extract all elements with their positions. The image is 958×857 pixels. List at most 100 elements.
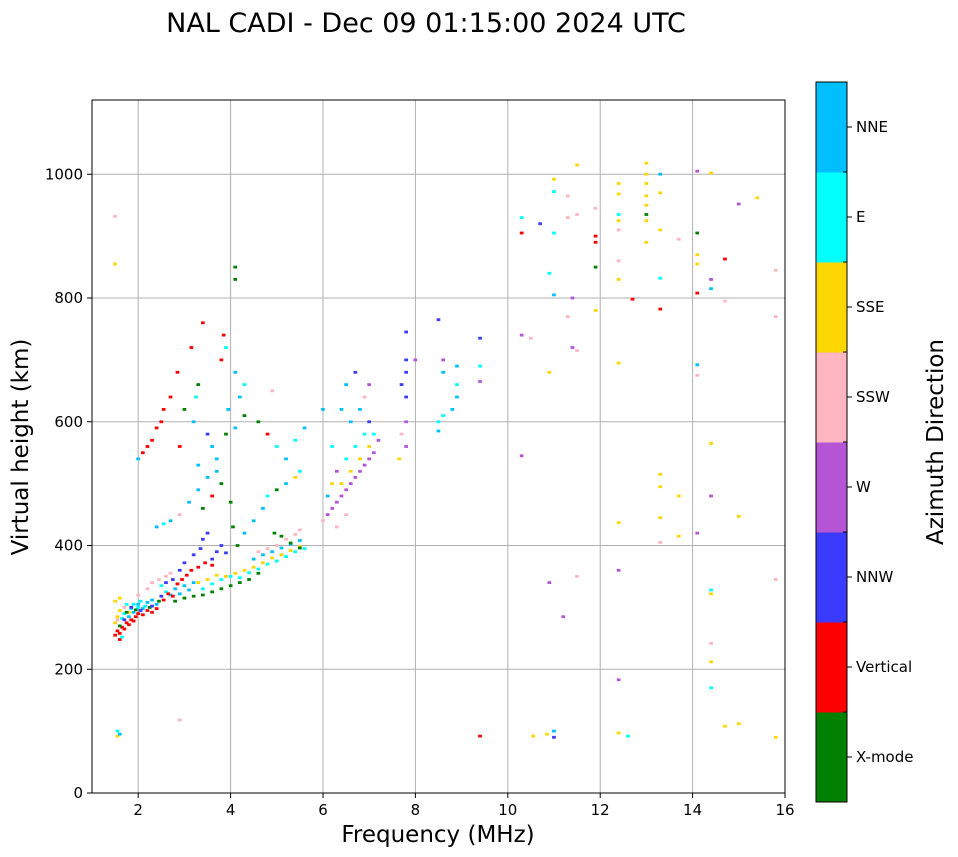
data-point-e <box>441 414 445 417</box>
data-point-sse <box>644 172 649 176</box>
colorbar-swatch-nne <box>816 82 847 173</box>
data-point-nne <box>251 519 256 523</box>
data-point-sse <box>113 262 117 266</box>
data-point-e <box>293 550 298 554</box>
colorbar-tick-label: NNW <box>856 568 893 586</box>
data-point-nne <box>261 507 265 510</box>
data-point-sse <box>676 534 681 538</box>
y-tick-label: 200 <box>54 660 83 678</box>
data-point-vertical <box>141 451 145 455</box>
x-tick-label: 16 <box>775 801 794 819</box>
y-tick-label: 0 <box>73 784 83 802</box>
data-point-vertical <box>196 565 201 569</box>
data-point-vertical <box>113 633 117 637</box>
data-point-vertical <box>265 432 270 436</box>
data-point-x-mode <box>182 596 187 600</box>
data-point-sse <box>348 469 353 473</box>
data-point-nne <box>168 519 173 523</box>
data-point-w <box>330 507 335 510</box>
data-point-w <box>695 169 700 173</box>
data-point-vertical <box>184 573 189 577</box>
data-point-e <box>164 590 168 594</box>
data-point-x-mode <box>182 408 187 411</box>
data-point-nne <box>191 420 196 424</box>
data-point-x-mode <box>173 599 177 603</box>
data-point-e <box>330 445 335 448</box>
colorbar-swatch-x-mode <box>816 712 847 803</box>
data-point-w <box>339 494 344 498</box>
data-point-ssw <box>274 544 279 547</box>
colorbar-swatch-e <box>816 172 847 263</box>
data-point-vertical <box>145 445 150 448</box>
data-point-ssw <box>616 259 621 263</box>
data-point-x-mode <box>233 265 238 269</box>
data-point-nnw <box>205 432 210 436</box>
data-point-w <box>547 581 552 584</box>
data-point-nne <box>695 363 700 367</box>
x-tick-label: 10 <box>498 801 517 819</box>
data-point-w <box>561 615 566 619</box>
data-point-nne <box>136 457 140 461</box>
data-point-nnw <box>182 561 187 565</box>
data-point-e <box>552 231 556 235</box>
data-point-ssw <box>136 593 140 597</box>
data-point-vertical <box>478 734 482 738</box>
data-point-sse <box>127 610 131 614</box>
data-point-nne <box>168 593 173 597</box>
colorbar-tick-label: X-mode <box>856 748 913 766</box>
data-point-x-mode <box>231 525 235 529</box>
data-point-sse <box>695 253 700 257</box>
data-point-nnw <box>367 420 371 424</box>
data-point-sse <box>270 556 274 560</box>
data-point-ssw <box>168 571 173 575</box>
data-point-nnw <box>191 553 196 557</box>
data-point-nne <box>177 592 182 596</box>
data-point-sse <box>117 609 122 612</box>
data-point-nnw <box>552 735 556 739</box>
data-point-sse <box>115 734 120 738</box>
data-point-x-mode <box>228 500 233 504</box>
data-point-sse <box>709 592 713 596</box>
data-point-nne <box>196 463 201 467</box>
data-point-sse <box>616 731 621 735</box>
data-point-e <box>478 364 482 368</box>
data-point-ssw <box>265 547 270 550</box>
data-point-w <box>348 482 353 485</box>
data-point-w <box>404 445 408 448</box>
data-point-e <box>302 547 307 550</box>
data-point-e <box>616 213 621 216</box>
data-point-w <box>413 358 418 362</box>
colorbar-tick-label: NNE <box>856 118 888 136</box>
data-point-x-mode <box>242 414 247 417</box>
data-point-e <box>201 587 205 591</box>
data-point-ssw <box>145 587 150 591</box>
data-points <box>113 161 778 739</box>
data-point-vertical <box>171 594 175 598</box>
data-point-ssw <box>362 395 367 399</box>
data-point-vertical <box>630 297 635 301</box>
data-point-ssw <box>575 213 579 216</box>
data-point-vertical <box>593 234 598 238</box>
data-point-ssw <box>122 606 127 609</box>
x-tick-label: 8 <box>411 801 421 819</box>
data-point-vertical <box>117 638 122 641</box>
data-point-e <box>709 588 713 592</box>
data-point-sse <box>709 442 713 445</box>
data-point-ssw <box>399 432 404 436</box>
data-point-e <box>120 617 124 620</box>
data-point-e <box>131 602 136 606</box>
data-point-sse <box>288 549 293 552</box>
data-point-nnw <box>404 370 408 374</box>
data-point-ssw <box>593 206 598 210</box>
data-point-x-mode <box>288 541 293 545</box>
data-point-ssw <box>298 528 302 532</box>
data-point-nne <box>214 457 219 461</box>
data-point-x-mode <box>124 610 129 614</box>
data-point-nne <box>251 557 256 561</box>
data-point-w <box>478 380 482 383</box>
data-point-sse <box>261 561 265 565</box>
data-point-sse <box>616 521 621 524</box>
data-point-e <box>219 578 224 581</box>
data-point-e <box>436 420 441 424</box>
data-point-e <box>552 190 556 193</box>
